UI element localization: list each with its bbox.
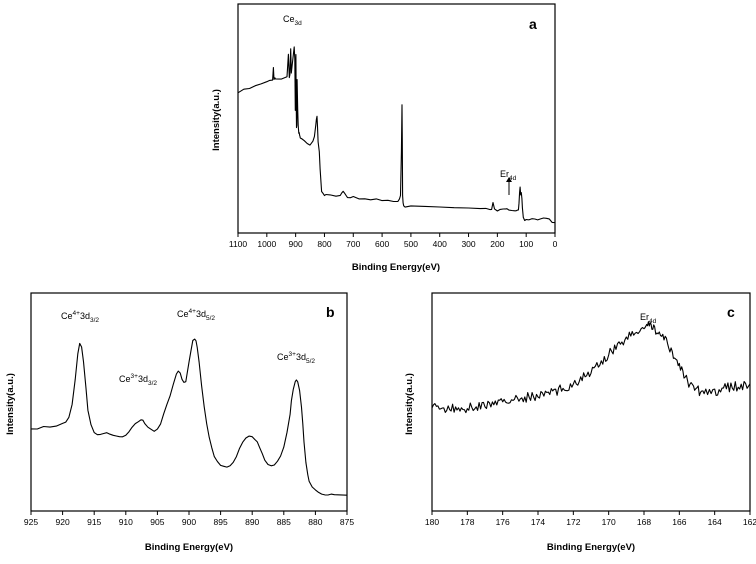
panel-a-letter: a [529,16,537,32]
x-tick-label: 162 [743,517,756,527]
x-tick-label: 178 [460,517,474,527]
x-tick-label: 400 [433,239,447,249]
ann-c0-main: Er [640,312,649,322]
panel-b-series-line [30,338,348,496]
x-tick-label: 910 [119,517,133,527]
x-tick-label: 1000 [257,239,276,249]
panel-c-annotation-er4d: Er4d [640,312,657,325]
ann-b3-sup: 3+ [289,351,297,358]
panel-c-xlabel: Binding Energy(eV) [547,542,635,553]
ann-b0-sup: 4+ [73,310,81,317]
ann-b3-ce: Ce [277,352,289,362]
x-tick-label: 180 [425,517,439,527]
x-tick-label: 800 [317,239,331,249]
ann-b0-sub: 3/2 [90,317,99,324]
x-tick-label: 700 [346,239,360,249]
ann-b1-sup: 3+ [131,373,139,380]
panel-c: c 180 178 176 174 172 170 168 166 164 162 Binding… [404,292,756,553]
x-tick-label: 600 [375,239,389,249]
panel-c-xticks: 180 178 176 174 172 170 168 166 164 162 [425,511,756,527]
panel-c-ylabel: Intensity(a.u.) [404,373,415,435]
ann-b3-sub: 5/2 [306,358,315,365]
panel-c-letter: c [727,304,735,320]
ann-ce3d-main: Ce [283,14,295,24]
x-tick-label: 885 [277,517,291,527]
ann-er4d-main: Er [500,169,509,179]
panel-b-annotation-ce4-3d52: Ce4+3d5/2 [177,308,215,322]
x-tick-label: 200 [490,239,504,249]
panel-b-annotation-ce3-3d52: Ce3+3d5/2 [277,351,315,365]
panel-b-annotation-ce4-3d32: Ce4+3d3/2 [61,310,99,324]
x-tick-label: 166 [672,517,686,527]
panel-c-series-line [431,321,751,414]
panel-a-er-arrow [506,177,512,195]
ann-b2-sup: 4+ [189,308,197,315]
x-tick-label: 164 [708,517,722,527]
x-tick-label: 900 [182,517,196,527]
x-tick-label: 176 [496,517,510,527]
ann-er4d-sub: 4d [509,175,517,182]
x-tick-label: 875 [340,517,354,527]
ann-b0-tail: 3d [80,311,90,321]
ann-b2-ce: Ce [177,309,189,319]
panel-b-annotation-ce3-3d32: Ce3+3d3/2 [119,373,157,387]
panel-a-annotation-er4d: Er4d [500,169,517,182]
panel-b-ylabel: Intensity(a.u.) [5,373,16,435]
x-tick-label: 915 [87,517,101,527]
x-tick-label: 172 [566,517,580,527]
panel-b: b 925 920 915 910 905 900 895 890 885 880 875 Bind… [5,292,354,553]
panel-b-xticks: 925 920 915 910 905 900 895 890 885 880 875 [24,511,354,527]
panel-a-ylabel: Intensity(a.u.) [211,89,222,151]
ann-b1-sub: 3/2 [148,380,157,387]
ann-b1-tail: 3d [138,374,148,384]
x-tick-label: 170 [602,517,616,527]
ann-b3-tail: 3d [296,352,306,362]
x-tick-label: 0 [553,239,558,249]
panel-b-frame [30,292,348,512]
ann-b1-ce: Ce [119,374,131,384]
ann-ce3d-sub: 3d [295,20,303,27]
ann-b2-tail: 3d [196,309,206,319]
x-tick-label: 1100 [229,239,248,249]
x-tick-label: 174 [531,517,545,527]
x-tick-label: 890 [245,517,259,527]
x-tick-label: 920 [56,517,70,527]
panel-a-xlabel: Binding Energy(eV) [352,262,440,273]
x-tick-label: 925 [24,517,38,527]
panel-c-frame [431,292,751,512]
x-tick-label: 900 [289,239,303,249]
x-tick-label: 100 [519,239,533,249]
x-tick-label: 880 [308,517,322,527]
ann-b2-sub: 5/2 [206,315,215,322]
panel-b-xlabel: Binding Energy(eV) [145,542,233,553]
x-tick-label: 895 [214,517,228,527]
panel-b-letter: b [326,304,335,320]
panel-a: a 1100 1000 900 800 700 600 500 400 300 200 100 0 B… [211,3,558,273]
x-tick-label: 905 [150,517,164,527]
x-tick-label: 300 [461,239,475,249]
panel-a-annotation-ce3d: Ce3d [283,14,302,27]
panel-a-series-line [237,46,556,224]
panel-a-frame [237,3,556,234]
panel-a-xticks: 1100 1000 900 800 700 600 500 400 300 200 100 0 [229,233,558,249]
x-tick-label: 500 [404,239,418,249]
ann-b0-ce: Ce [61,311,73,321]
x-tick-label: 168 [637,517,651,527]
ann-c0-sub: 4d [649,318,657,325]
